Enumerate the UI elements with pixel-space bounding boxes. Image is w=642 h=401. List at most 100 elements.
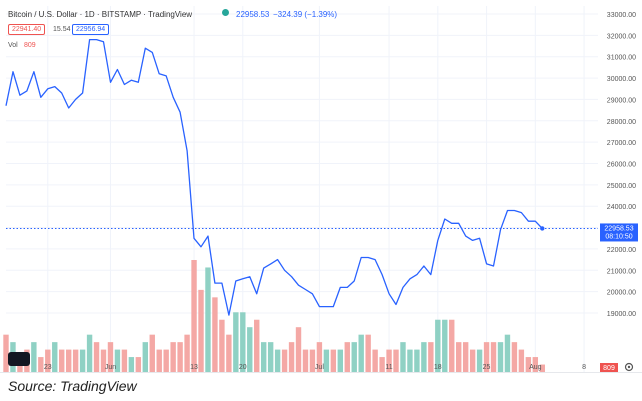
- volume-bar: [3, 334, 9, 372]
- volume-bar: [504, 334, 511, 372]
- volume-bar: [52, 342, 58, 372]
- volume-bar: [344, 342, 350, 372]
- volume-bar: [372, 349, 378, 372]
- volume-bar: [45, 349, 51, 372]
- volume-bar: [260, 342, 267, 372]
- volume-bar: [254, 319, 260, 372]
- volume-tag-label: 809: [603, 365, 615, 372]
- bid-price[interactable]: 22941.40: [8, 24, 46, 35]
- countdown-label: 08:10:50: [605, 233, 632, 240]
- volume-bar: [93, 342, 100, 372]
- volume-bar: [490, 342, 497, 372]
- volume-bar: [205, 267, 211, 372]
- source-caption: Source: TradingView: [8, 378, 137, 394]
- volume-bar: [323, 349, 330, 372]
- volume-bar: [518, 349, 525, 372]
- x-tick-label: Aug: [529, 364, 542, 371]
- volume-bar: [386, 349, 392, 372]
- volume-bar: [281, 349, 288, 372]
- volume-bar: [31, 342, 37, 372]
- market-status-icon: [222, 9, 229, 16]
- volume-legend-label: Vol: [8, 42, 18, 49]
- volume-bar: [121, 349, 128, 372]
- x-tick-label: 8: [582, 364, 586, 371]
- y-tick-label: 28000.00: [607, 119, 636, 126]
- volume-bar: [149, 334, 155, 372]
- volume-bar: [288, 342, 295, 372]
- header-change: −324.39 (−1.39%): [273, 10, 338, 19]
- y-tick-label: 27000.00: [607, 140, 636, 147]
- volume-bar: [532, 357, 539, 372]
- chart-frame[interactable]: 19000.0020000.0021000.0022000.0023000.00…: [0, 0, 642, 373]
- price-line: [5, 38, 543, 316]
- x-tick-label: Jun: [105, 364, 116, 371]
- volume-bar: [177, 342, 183, 372]
- ask-price[interactable]: 22956.94: [72, 24, 110, 35]
- price-chart[interactable]: 19000.0020000.0021000.0022000.0023000.00…: [0, 0, 642, 372]
- y-tick-label: 25000.00: [607, 183, 636, 190]
- tradingview-logo-bg: [8, 352, 30, 366]
- x-tick-label: 20: [239, 364, 247, 371]
- y-tick-label: 33000.00: [607, 12, 636, 19]
- volume-bar: [309, 349, 316, 372]
- volume-bar: [240, 312, 246, 372]
- volume-bar: [462, 342, 469, 372]
- x-tick-label: 25: [483, 364, 491, 371]
- volume-bar: [428, 342, 434, 372]
- x-tick-label: 18: [434, 364, 442, 371]
- y-tick-label: 21000.00: [607, 268, 636, 275]
- volume-bar: [302, 349, 309, 372]
- volume-bar: [497, 342, 504, 372]
- y-tick-label: 20000.00: [607, 290, 636, 297]
- volume-bar: [476, 349, 483, 372]
- spread-value: 15.54: [53, 26, 71, 33]
- volume-bar: [442, 319, 448, 372]
- last-price-tag: [600, 223, 638, 242]
- volume-bar: [435, 319, 441, 372]
- settings-gear-icon[interactable]: [624, 362, 634, 372]
- y-tick-label: 19000.00: [607, 311, 636, 318]
- volume-bar: [421, 342, 427, 372]
- volume-bar: [525, 357, 532, 372]
- volume-bar: [414, 349, 420, 372]
- y-tick-label: 26000.00: [607, 162, 636, 169]
- x-tick-label: 23: [44, 364, 52, 371]
- volume-bar: [274, 349, 281, 372]
- volume-bar: [233, 312, 239, 372]
- volume-bar: [79, 349, 86, 372]
- volume-bar: [212, 297, 218, 372]
- volume-bar: [86, 334, 93, 372]
- symbol-title: Bitcoin / U.S. Dollar · 1D · BITSTAMP · …: [8, 10, 193, 19]
- volume-bar: [400, 342, 406, 372]
- header-price: 22958.53: [236, 10, 270, 19]
- volume-bar: [59, 349, 65, 372]
- volume-bar: [156, 349, 162, 372]
- y-tick-label: 31000.00: [607, 55, 636, 62]
- volume-bar: [469, 349, 476, 372]
- volume-bar: [163, 349, 169, 372]
- y-tick-label: 22000.00: [607, 247, 636, 254]
- settings-gear-icon-center: [627, 365, 631, 369]
- volume-bar: [511, 342, 518, 372]
- volume-bar: [38, 357, 44, 372]
- volume-bar: [337, 349, 344, 372]
- volume-bar: [483, 342, 490, 372]
- volume-bar: [198, 289, 204, 372]
- volume-bar: [128, 357, 135, 372]
- volume-bar: [142, 342, 148, 372]
- volume-bar: [247, 327, 253, 372]
- volume-bar: [267, 342, 274, 372]
- volume-bar: [100, 349, 107, 372]
- volume-bar: [295, 327, 302, 372]
- volume-tag: [600, 363, 618, 372]
- volume-bar: [379, 357, 385, 372]
- last-price-label: 22958.53: [604, 225, 633, 232]
- volume-bar: [107, 342, 114, 372]
- volume-bar: [226, 334, 232, 372]
- x-tick-label: Jul: [315, 364, 324, 371]
- y-tick-label: 32000.00: [607, 33, 636, 40]
- volume-bar: [393, 349, 399, 372]
- y-tick-label: 24000.00: [607, 204, 636, 211]
- volume-bar: [135, 357, 142, 372]
- tradingview-logo: [8, 352, 30, 366]
